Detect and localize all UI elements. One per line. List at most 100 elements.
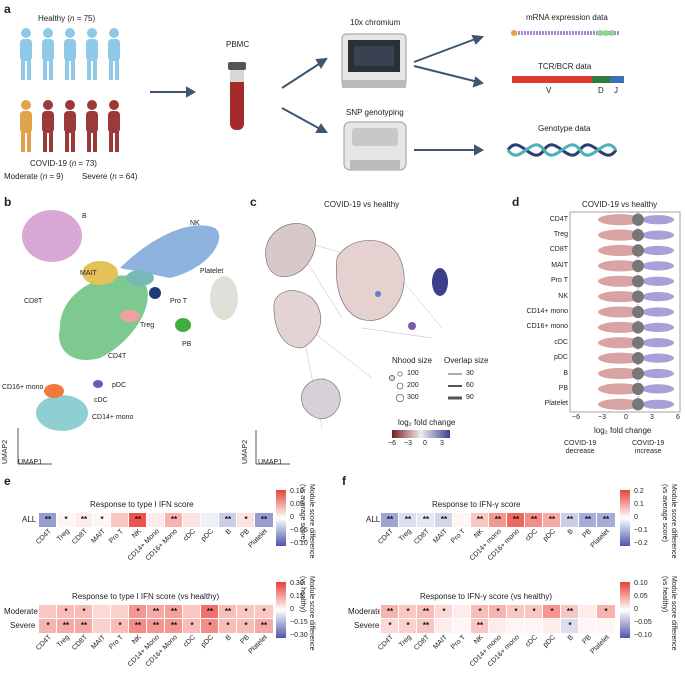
beeswarm-decrease-0 bbox=[598, 214, 642, 226]
healthy-label: Healthy (n = 75) bbox=[38, 14, 96, 23]
f-cb1-tick-3: −0.1 bbox=[634, 527, 648, 534]
nhood-size-300: 300 bbox=[407, 394, 419, 401]
f-cb2-tick-1: 0.05 bbox=[634, 593, 648, 600]
cluster-label-prot: Pro T bbox=[170, 298, 187, 305]
beeswarm-neutral-0 bbox=[632, 213, 644, 226]
tcr-bar-icon bbox=[512, 76, 624, 83]
f-cb1-tick-1: 0.1 bbox=[634, 501, 644, 508]
e-title2: Response to type I IFN score (vs healthy… bbox=[72, 592, 220, 601]
beeswarm-neutral-1 bbox=[632, 228, 644, 242]
beeswarm-row-label: CD14+ mono bbox=[526, 308, 568, 315]
decrease-label: COVID-19 decrease bbox=[564, 440, 597, 455]
cluster-label-nk: NK bbox=[190, 220, 200, 227]
heatmap-cell: ** bbox=[254, 618, 274, 634]
beeswarm-row-label: Pro T bbox=[551, 277, 568, 285]
panel-d-title: COVID-19 vs healthy bbox=[582, 200, 658, 209]
heatmap-cell: ** bbox=[596, 512, 616, 528]
umap2-label: UMAP2 bbox=[2, 439, 9, 464]
heatmap-cell: ** bbox=[254, 512, 274, 528]
f-cb2-tick-3: −0.05 bbox=[634, 619, 652, 626]
cluster-label-cd16: CD16+ mono bbox=[2, 384, 44, 391]
panel-d-beeswarm: COVID-19 vs healthy CD4T Treg CD8T MAIT Pro … bbox=[512, 198, 685, 472]
snp-machine-icon bbox=[343, 121, 407, 171]
beeswarm-decrease-1 bbox=[598, 229, 642, 241]
beeswarm-xtick: 3 bbox=[650, 414, 654, 421]
f-cb1-tick-0: 0.2 bbox=[634, 488, 644, 495]
cluster-label-mait: MAIT bbox=[80, 270, 97, 277]
f-title1: Response to IFN-γ score bbox=[432, 500, 521, 509]
e-cb1-tick-2: 0 bbox=[290, 514, 294, 521]
beeswarm-decrease-6 bbox=[598, 306, 642, 318]
d-label: D bbox=[598, 86, 604, 95]
beeswarm-plot bbox=[569, 211, 681, 413]
e-cb2-label: Module score difference (vs healthy) bbox=[299, 576, 315, 651]
panel-d-label: d bbox=[512, 195, 520, 209]
beeswarm-decrease-5 bbox=[598, 291, 642, 303]
pbmc-tube-icon bbox=[228, 62, 246, 130]
beeswarm-increase-3 bbox=[642, 261, 674, 271]
f-cb2-tick-2: 0 bbox=[634, 606, 638, 613]
panel-c-nhood: COVID-19 vs healthy Nhood size 100 bbox=[242, 198, 510, 468]
beeswarm-row-label: B bbox=[563, 369, 568, 377]
covid-people-icon bbox=[20, 100, 120, 152]
pbmc-label: PBMC bbox=[226, 40, 250, 49]
e-cb2-tick-3: −0.15 bbox=[290, 619, 308, 626]
beeswarm-decrease-9 bbox=[598, 352, 642, 364]
panel-a-label: a bbox=[4, 2, 11, 16]
beeswarm-increase-5 bbox=[642, 292, 674, 302]
beeswarm-decrease-2 bbox=[598, 244, 642, 256]
e-cb2-tick-2: 0 bbox=[290, 606, 294, 613]
beeswarm-xtick: −6 bbox=[572, 414, 580, 421]
beeswarm-row-label: CD4T bbox=[549, 215, 568, 223]
e-cb2-tick-0: 0.30 bbox=[290, 580, 304, 587]
panel-a-graphics bbox=[20, 28, 624, 171]
healthy-people-icon bbox=[20, 28, 120, 80]
f-row-moderate: Moderate bbox=[348, 607, 382, 616]
heatmap-cell: * bbox=[236, 618, 256, 634]
beeswarm-increase-7 bbox=[642, 322, 674, 332]
e-cb1-tick-1: 0.05 bbox=[290, 501, 304, 508]
beeswarm-row-label: CD16+ mono bbox=[526, 323, 568, 331]
cluster-label-cd14: CD14+ mono bbox=[92, 414, 134, 421]
beeswarm-row-label: PB bbox=[558, 384, 568, 392]
f-cb1-tick-4: −0.2 bbox=[634, 540, 648, 547]
beeswarm-neutral-9 bbox=[632, 352, 644, 365]
beeswarm-decrease-4 bbox=[598, 275, 642, 287]
panel-b-umap: B NK MAIT Platelet CD8T Pro T Treg PB CD… bbox=[0, 198, 250, 468]
panel-e-heatmaps: Response to type I IFN score ALL ** * ** * *… bbox=[0, 476, 340, 688]
fc-tick-neg6: −6 bbox=[388, 440, 396, 447]
overlap-size-30: 30 bbox=[466, 370, 474, 377]
nhood-size-100: 100 bbox=[407, 370, 419, 377]
arrows-icon bbox=[150, 34, 485, 156]
beeswarm-increase-8 bbox=[642, 338, 674, 348]
beeswarm-neutral-4 bbox=[632, 275, 644, 288]
panel-c-label: c bbox=[250, 195, 257, 209]
heatmap-cell bbox=[596, 618, 616, 634]
beeswarm-neutral-3 bbox=[632, 259, 644, 272]
beeswarm-neutral-10 bbox=[632, 367, 644, 380]
beeswarm-increase-1 bbox=[642, 230, 674, 240]
increase-label: COVID-19 increase bbox=[632, 440, 665, 455]
cluster-label-b: B bbox=[82, 213, 87, 220]
heatmap-cell: * bbox=[92, 512, 112, 528]
nhood-graph bbox=[255, 223, 462, 465]
beeswarm-decrease-3 bbox=[598, 260, 642, 272]
e-cb2-tick-1: 0.15 bbox=[290, 593, 304, 600]
beeswarm-row-label: CD8T bbox=[549, 246, 568, 254]
v-label: V bbox=[546, 86, 552, 95]
beeswarm-xtick: 6 bbox=[676, 414, 680, 421]
e-row-all: ALL bbox=[22, 515, 37, 524]
e-cb2-tick-4: −0.30 bbox=[290, 632, 308, 639]
nhood-size-200: 200 bbox=[407, 382, 419, 389]
e-cb1-label: Module score difference (vs average scor… bbox=[299, 484, 315, 559]
f-cb2-label: Module score difference (vs healthy) bbox=[661, 576, 677, 651]
overlap-size-90: 90 bbox=[466, 394, 474, 401]
e-title1: Response to type I IFN score bbox=[90, 500, 194, 509]
cluster-label-cd8t: CD8T bbox=[24, 298, 43, 305]
beeswarm-increase-6 bbox=[642, 307, 674, 317]
f-row-all: ALL bbox=[366, 515, 381, 524]
beeswarm-neutral-6 bbox=[632, 305, 644, 319]
severe-label: Severe (n = 64) bbox=[82, 172, 138, 181]
mrna-label: mRNA expression data bbox=[526, 13, 608, 22]
beeswarm-row-label: NK bbox=[558, 292, 568, 300]
